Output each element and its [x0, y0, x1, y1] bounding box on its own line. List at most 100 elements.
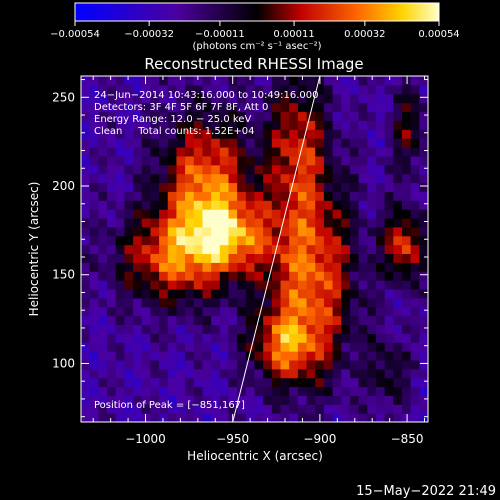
heatmap-cell: [358, 84, 368, 95]
heatmap-cell: [211, 315, 221, 326]
heatmap-cell: [367, 271, 377, 281]
heatmap-cell: [81, 209, 91, 219]
heatmap-cell: [315, 200, 325, 210]
heatmap-cell: [384, 271, 394, 281]
heatmap-cell: [384, 111, 394, 121]
annotation-energy-range: Energy Range: 12.0 − 25.0 keV: [94, 114, 251, 125]
heatmap-cell: [237, 191, 247, 201]
heatmap-cell: [81, 315, 91, 326]
heatmap-cell: [384, 244, 394, 255]
heatmap-cell: [367, 217, 377, 228]
heatmap-cell: [332, 262, 342, 272]
heatmap-cell: [367, 253, 377, 263]
heatmap-cell: [358, 368, 368, 379]
heatmap-cell: [289, 368, 299, 379]
heatmap-cell: [107, 342, 117, 352]
heatmap-cell: [297, 324, 308, 334]
heatmap-cell: [367, 146, 377, 157]
heatmap-cell: [263, 146, 273, 157]
heatmap-cell: [150, 138, 160, 148]
heatmap-cell: [315, 297, 325, 308]
heatmap-cell: [141, 182, 152, 192]
heatmap-cell: [401, 351, 412, 361]
heatmap-cell: [384, 342, 394, 352]
heatmap-cell: [115, 306, 125, 317]
heatmap-cell: [410, 244, 420, 255]
heatmap-cell: [150, 129, 160, 139]
heatmap-cell: [315, 84, 325, 95]
heatmap-cell: [254, 191, 264, 201]
heatmap-cell: [280, 173, 290, 184]
heatmap-cell: [167, 129, 178, 139]
heatmap-cell: [133, 191, 143, 201]
heatmap-cell: [393, 271, 403, 281]
heatmap-cell: [202, 200, 212, 210]
heatmap-cell: [419, 324, 428, 334]
heatmap-cell: [306, 315, 316, 326]
heatmap-cell: [98, 315, 108, 326]
heatmap-cell: [150, 386, 160, 396]
heatmap-cell: [133, 288, 143, 299]
heatmap-cell: [107, 155, 117, 166]
heatmap-cell: [393, 129, 403, 139]
heatmap-cell: [410, 182, 420, 192]
heatmap-cell: [254, 413, 264, 422]
heatmap-cell: [237, 297, 247, 308]
annotation-time-range: 24−Jun−2014 10:43:16.000 to 10:49:16.000: [94, 90, 319, 101]
heatmap-cell: [185, 102, 195, 113]
y-tick-label: 100: [52, 356, 75, 370]
heatmap-cell: [271, 404, 282, 414]
heatmap-cell: [211, 368, 221, 379]
heatmap-cell: [159, 359, 169, 370]
heatmap-cell: [219, 351, 230, 361]
heatmap-cell: [89, 280, 99, 290]
heatmap-cell: [271, 226, 282, 237]
annotation-counts: Clean Total counts: 1.52E+04: [94, 126, 254, 137]
heatmap-cell: [289, 280, 299, 290]
heatmap-cell: [263, 226, 273, 237]
heatmap-cell: [141, 404, 152, 414]
heatmap-cell: [219, 111, 230, 121]
heatmap-cell: [367, 120, 377, 130]
heatmap-cell: [401, 244, 412, 255]
heatmap-cell: [419, 191, 428, 201]
heatmap-cell: [124, 173, 134, 184]
heatmap-cell: [219, 164, 230, 175]
heatmap-cell: [245, 315, 256, 326]
heatmap-cell: [341, 386, 351, 396]
heatmap-cell: [367, 102, 377, 113]
heatmap-cell: [202, 111, 212, 121]
heatmap-cell: [167, 84, 178, 95]
heatmap-cell: [237, 351, 247, 361]
heatmap-cell: [393, 182, 403, 192]
heatmap-cell: [367, 404, 377, 414]
heatmap-cell: [89, 395, 99, 405]
heatmap-cell: [211, 377, 221, 388]
heatmap-cell: [297, 377, 308, 388]
heatmap-cell: [133, 155, 143, 166]
heatmap-cell: [358, 342, 368, 352]
heatmap-cell: [358, 182, 368, 192]
heatmap-cell: [167, 413, 178, 422]
heatmap-cell: [211, 217, 221, 228]
heatmap-cell: [124, 386, 134, 396]
colorbar-ticks: −0.00054 −0.00032 −0.00011 0.00011 0.00032 0.…: [50, 21, 460, 40]
y-axis-label: Heliocentric Y (arcsec): [27, 182, 41, 317]
heatmap-cell: [89, 351, 99, 361]
heatmap-cell: [124, 377, 134, 388]
heatmap-cell: [202, 253, 212, 263]
heatmap-cell: [141, 280, 152, 290]
heatmap-cell: [254, 200, 264, 210]
heatmap-cell: [332, 413, 342, 422]
heatmap-cell: [419, 351, 428, 361]
heatmap-cell: [297, 217, 308, 228]
heatmap-cell: [263, 173, 273, 184]
heatmap-cell: [193, 253, 204, 263]
heatmap-cell: [228, 306, 238, 317]
heatmap-cell: [98, 368, 108, 379]
heatmap-cell: [107, 76, 117, 86]
heatmap-cell: [219, 297, 230, 308]
heatmap-cell: [185, 129, 195, 139]
heatmap-cell: [219, 129, 230, 139]
heatmap-cell: [124, 182, 134, 192]
